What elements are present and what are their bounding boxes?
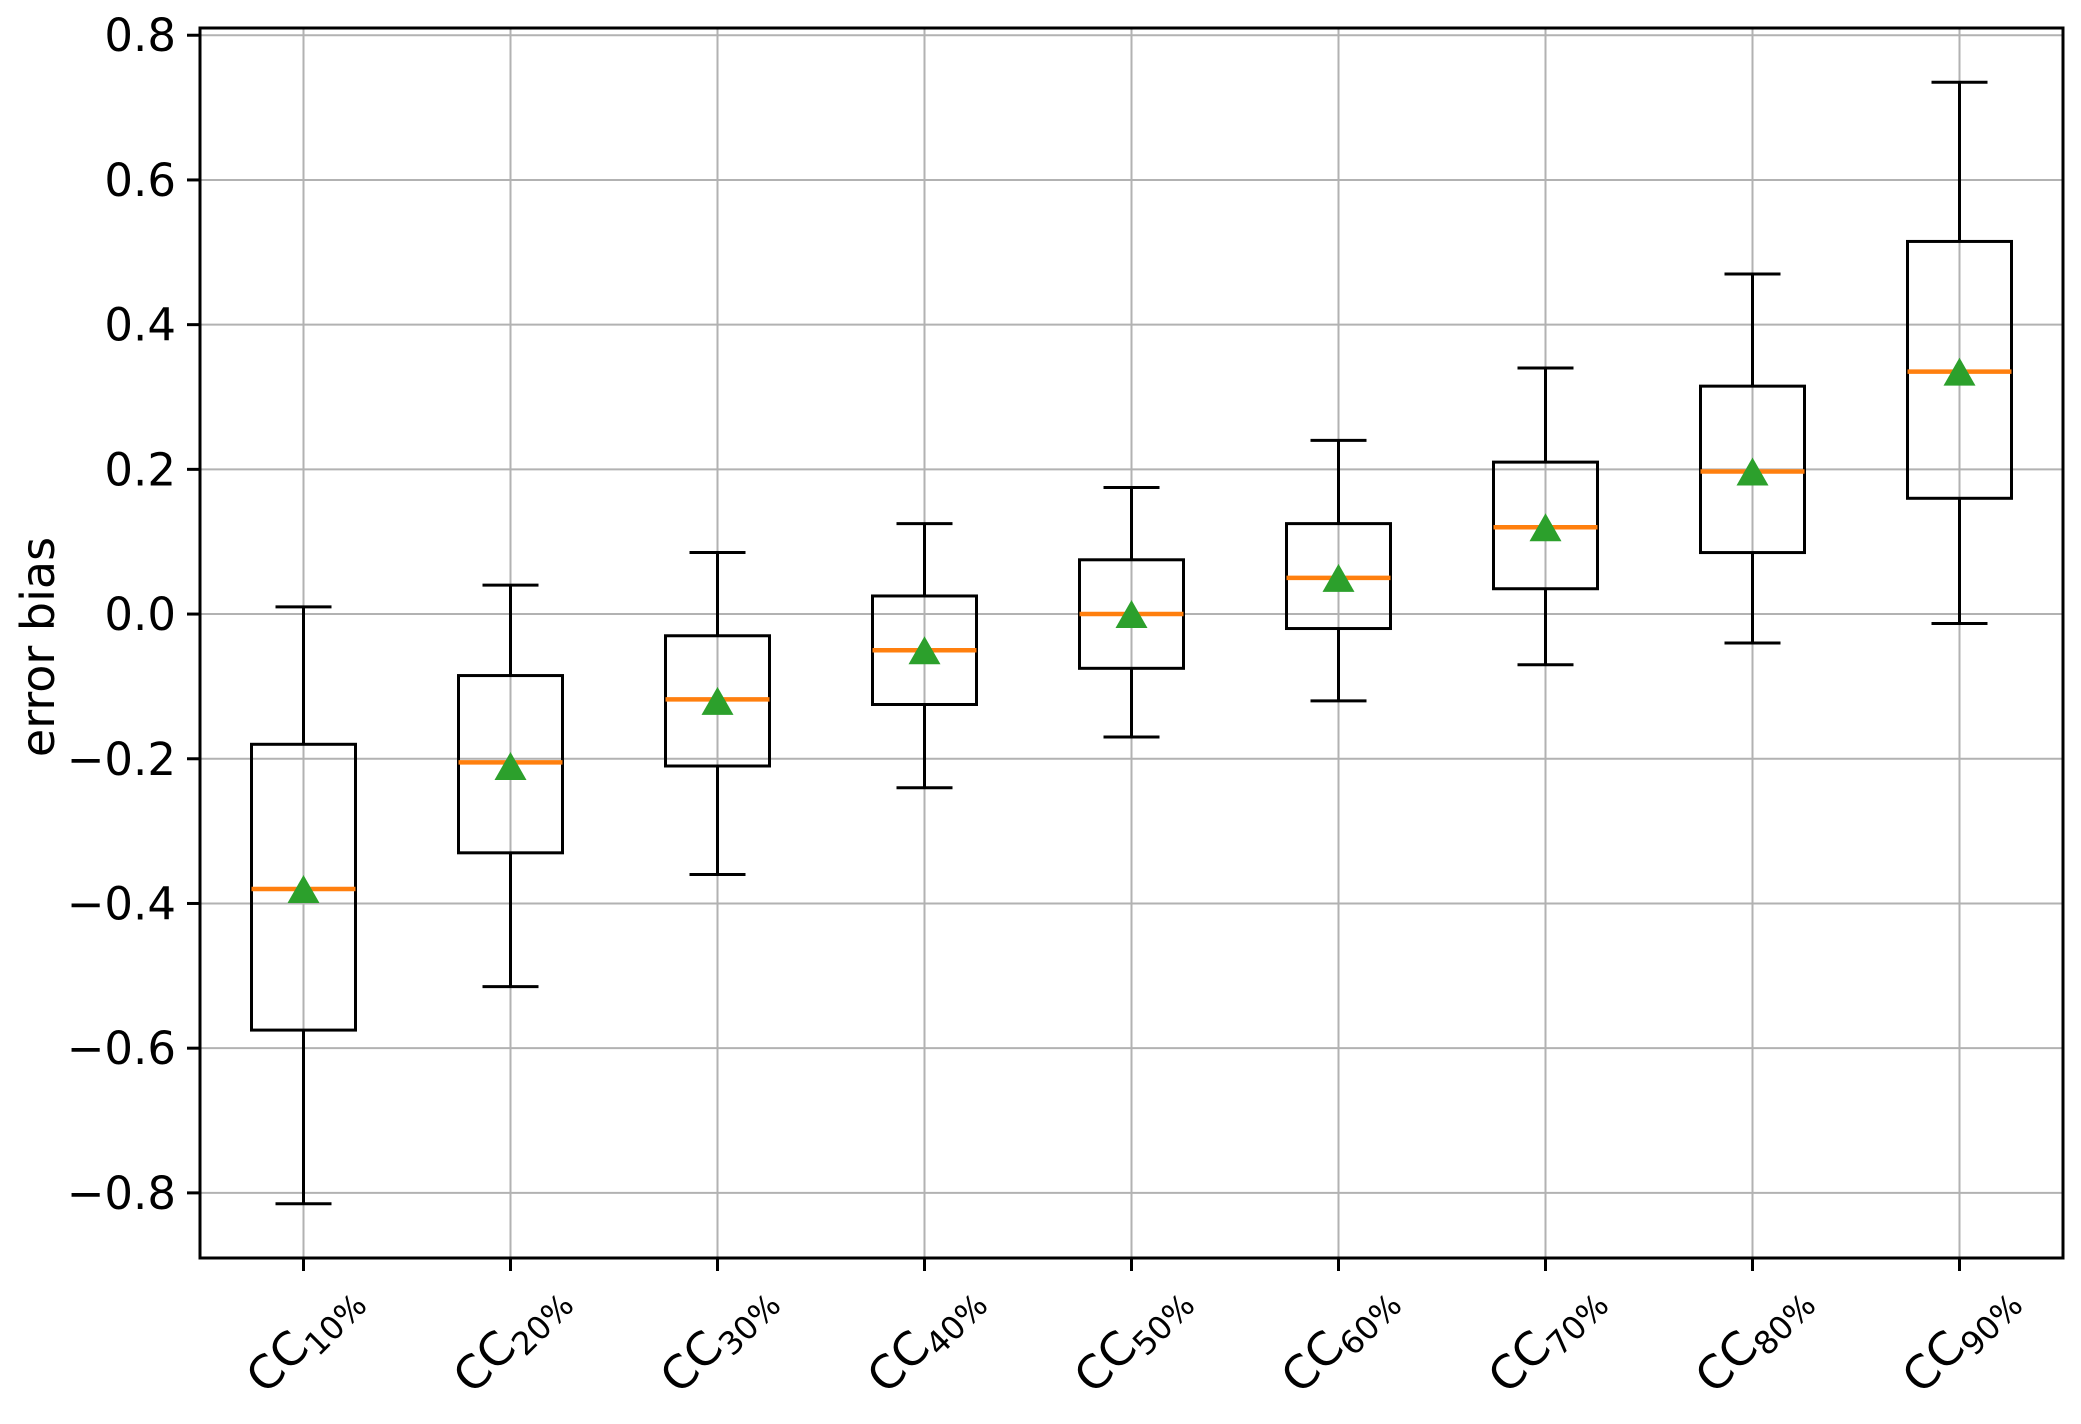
y-tick-label: 0.0: [104, 588, 176, 641]
mean-marker: [908, 636, 941, 665]
mean-marker: [287, 875, 320, 903]
y-tick-label: −0.4: [67, 877, 176, 930]
mean-marker: [494, 752, 527, 780]
y-axis-label: error bias: [11, 536, 65, 758]
y-tick-label: −0.2: [67, 733, 176, 786]
y-tick-label: 0.2: [104, 443, 176, 496]
x-tick-label: CC40%: [856, 1270, 995, 1409]
x-tick-label: CC80%: [1684, 1270, 1823, 1409]
y-tick-label: −0.8: [67, 1167, 176, 1220]
x-tick-label: CC60%: [1270, 1270, 1409, 1409]
x-tick-label: CC50%: [1063, 1270, 1202, 1409]
y-tick-label: 0.6: [104, 154, 176, 207]
mean-marker: [1115, 600, 1148, 629]
x-tick-label: CC30%: [649, 1270, 788, 1409]
x-tick-label: CC10%: [235, 1270, 374, 1409]
x-tick-label: CC20%: [442, 1270, 581, 1409]
y-tick-label: 0.4: [104, 299, 176, 352]
mean-marker: [701, 686, 734, 715]
mean-marker: [1322, 563, 1355, 592]
x-tick-label: CC90%: [1891, 1270, 2030, 1409]
mean-marker: [1736, 457, 1769, 486]
mean-marker: [1943, 357, 1976, 386]
y-tick-label: −0.6: [67, 1022, 176, 1075]
y-tick-label: 0.8: [104, 9, 176, 62]
mean-marker: [1529, 513, 1562, 542]
x-tick-label: CC70%: [1477, 1270, 1616, 1409]
